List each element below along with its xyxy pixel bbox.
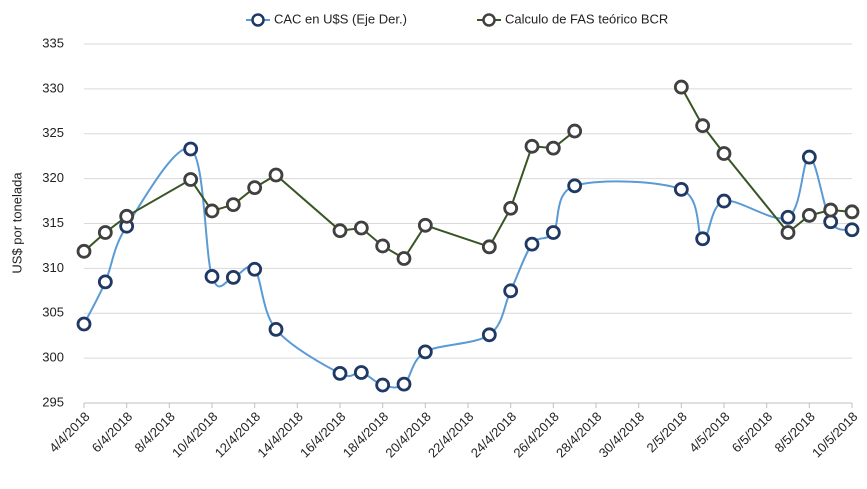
x-tick-label: 16/4/2018 xyxy=(297,409,349,461)
marker xyxy=(673,181,689,197)
x-tick-label: 10/5/2018 xyxy=(809,409,861,461)
marker xyxy=(567,178,583,194)
marker xyxy=(801,208,817,223)
y-tick-label: 320 xyxy=(42,170,64,185)
y-tick-label: 315 xyxy=(42,215,64,230)
x-tick-label: 20/4/2018 xyxy=(382,409,434,461)
marker xyxy=(481,239,497,255)
x-tick-label: 6/4/2018 xyxy=(89,409,135,455)
marker xyxy=(716,146,732,161)
y-tick-label: 335 xyxy=(42,35,64,50)
x-tick-label: 30/4/2018 xyxy=(596,409,648,461)
marker xyxy=(716,193,732,209)
x-tick-label: 14/4/2018 xyxy=(254,409,306,461)
marker xyxy=(417,217,433,233)
marker xyxy=(844,222,860,238)
marker xyxy=(823,202,839,218)
y-tick-label: 325 xyxy=(42,125,64,140)
marker xyxy=(225,197,241,213)
marker xyxy=(375,377,391,393)
legend-marker xyxy=(251,13,265,27)
marker xyxy=(780,225,796,240)
x-tick-label: 10/4/2018 xyxy=(169,409,221,461)
marker xyxy=(567,123,583,139)
marker xyxy=(204,203,220,219)
marker xyxy=(76,243,92,259)
y-tick-label: 295 xyxy=(42,394,64,409)
marker xyxy=(844,204,860,220)
marker xyxy=(247,261,263,277)
marker xyxy=(97,225,113,240)
marker xyxy=(481,327,497,343)
marker xyxy=(695,231,711,247)
marker xyxy=(97,274,113,290)
marker xyxy=(780,209,796,225)
marker xyxy=(353,365,369,380)
x-tick-label: 2/5/2018 xyxy=(643,409,689,455)
marker xyxy=(332,223,348,239)
marker xyxy=(823,214,839,230)
x-tick-label: 28/4/2018 xyxy=(553,409,605,461)
marker xyxy=(268,167,284,183)
y-axis-label: US$ por tonelada xyxy=(9,172,24,274)
marker xyxy=(375,238,391,254)
marker xyxy=(119,208,135,224)
marker xyxy=(524,138,540,154)
marker xyxy=(801,149,817,165)
series-line xyxy=(83,147,853,389)
x-tick-label: 22/4/2018 xyxy=(425,409,477,461)
legend-marker xyxy=(482,13,496,27)
x-tick-label: 4/5/2018 xyxy=(686,409,732,455)
marker xyxy=(524,236,540,252)
marker xyxy=(183,141,199,157)
y-tick-label: 300 xyxy=(42,350,64,365)
marker xyxy=(225,269,241,285)
marker xyxy=(545,140,561,156)
marker xyxy=(247,180,263,196)
series-line xyxy=(83,130,576,260)
y-tick-label: 330 xyxy=(42,80,64,95)
x-tick-label: 18/4/2018 xyxy=(340,409,392,461)
marker xyxy=(417,344,433,360)
marker xyxy=(673,79,689,95)
marker xyxy=(503,283,519,299)
marker xyxy=(204,269,220,284)
x-tick-label: 6/5/2018 xyxy=(729,409,775,455)
marker xyxy=(332,365,348,381)
marker xyxy=(503,200,519,216)
x-tick-label: 12/4/2018 xyxy=(212,409,264,461)
marker xyxy=(183,172,199,187)
x-tick-label: 4/4/2018 xyxy=(46,409,92,455)
marker xyxy=(695,118,711,134)
marker xyxy=(396,376,412,392)
y-tick-label: 305 xyxy=(42,305,64,320)
marker xyxy=(353,220,369,236)
marker xyxy=(268,322,284,337)
marker xyxy=(545,225,561,240)
legend-label: Calculo de FAS teórico BCR xyxy=(505,11,668,26)
legend-label: CAC en U$S (Eje Der.) xyxy=(274,11,407,26)
marker xyxy=(76,316,92,332)
x-tick-label: 24/4/2018 xyxy=(468,409,520,461)
y-tick-label: 310 xyxy=(42,260,64,275)
marker xyxy=(396,251,412,266)
x-tick-label: 26/4/2018 xyxy=(510,409,562,461)
